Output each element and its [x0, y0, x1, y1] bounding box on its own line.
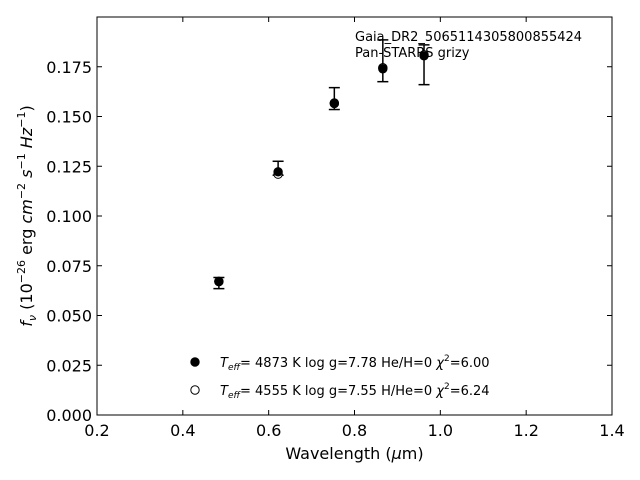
legend-marker	[190, 385, 200, 395]
model-point-filled	[214, 276, 224, 286]
x-axis-label: Wavelength (µm)	[285, 444, 423, 463]
legend-entry: Teff= 4873 K log g=7.78 He/H=0 χ2=6.00	[190, 354, 490, 373]
model-point-filled	[273, 167, 283, 177]
axis-ticks: 0.2 0.4 0.6 0.8 1.0 1.2 1.4 0.000 0.025 0.050 0.07…	[46, 17, 625, 440]
x-tick-label: 0.8	[342, 421, 367, 440]
y-tick-label: 0.050	[46, 307, 92, 326]
y-tick-label: 0.075	[46, 257, 92, 276]
x-tick-label: 1.2	[513, 421, 538, 440]
annotation-object-id: Gaia_DR2_5065114305800855424	[355, 30, 582, 45]
x-tick-label: 0.4	[170, 421, 195, 440]
model-point-filled	[419, 51, 429, 61]
y-tick-label: 0.175	[46, 58, 92, 77]
legend-marker	[190, 357, 200, 367]
legend-label: Teff= 4555 K log g=7.55 H/He=0 χ2=6.24	[220, 382, 490, 401]
annotation-survey: Pan-STARRS grizy	[355, 46, 470, 61]
model-point-filled	[378, 64, 388, 74]
y-axis-label: fν (10−26 erg cm−2 s−1 Hz−1)	[15, 105, 39, 326]
legend-entry: Teff= 4555 K log g=7.55 H/He=0 χ2=6.24	[190, 382, 490, 401]
plot-marks	[213, 39, 430, 290]
error-bar	[377, 39, 389, 83]
x-tick-label: 0.6	[256, 421, 281, 440]
x-tick-label: 1.0	[428, 421, 453, 440]
y-tick-label: 0.150	[46, 108, 92, 127]
y-tick-label: 0.000	[46, 406, 92, 425]
x-tick-label: 0.2	[84, 421, 109, 440]
y-tick-label: 0.125	[46, 157, 92, 176]
y-tick-label: 0.100	[46, 207, 92, 226]
legend-label: Teff= 4873 K log g=7.78 He/H=0 χ2=6.00	[220, 354, 490, 373]
x-tick-label: 1.4	[599, 421, 624, 440]
y-tick-label: 0.025	[46, 356, 92, 375]
model-point-filled	[329, 98, 340, 108]
legend: Teff= 4873 K log g=7.78 He/H=0 χ2=6.00 Te…	[190, 354, 490, 401]
